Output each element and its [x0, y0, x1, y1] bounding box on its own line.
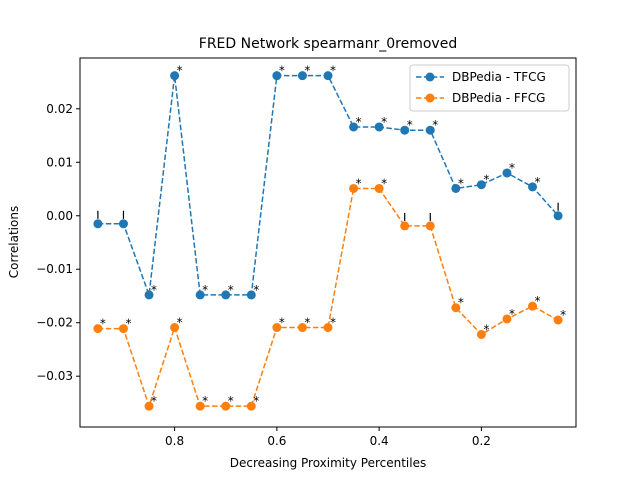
data-point — [93, 219, 103, 229]
data-point — [476, 329, 486, 339]
y-tick-label: 0.01 — [46, 155, 73, 169]
y-tick-label: −0.03 — [36, 369, 73, 383]
data-point — [451, 303, 461, 313]
significance-marker: * — [253, 283, 259, 297]
data-point — [553, 211, 563, 221]
legend-marker — [425, 93, 435, 103]
series-2: * * * * * * * * * * * * * * * * * — [93, 176, 566, 411]
data-point — [170, 323, 180, 333]
data-point — [93, 324, 103, 334]
data-point — [195, 401, 205, 411]
series-1: * * * * * * * * * * * * * * * * — [93, 64, 563, 300]
y-tick-label: −0.02 — [36, 316, 73, 330]
data-point — [144, 290, 154, 300]
y-axis-label: Correlations — [7, 206, 21, 278]
x-tick-label: 0.4 — [370, 434, 389, 448]
plot-frame — [79, 57, 577, 428]
legend: DBPedia - TFCG DBPedia - FFCG — [409, 64, 570, 112]
significance-marker: * — [458, 176, 464, 190]
significance-marker: * — [202, 394, 208, 408]
legend-marker — [425, 72, 435, 82]
legend-box — [409, 64, 570, 112]
data-point — [272, 71, 282, 81]
data-point — [297, 71, 307, 81]
data-point — [553, 315, 563, 325]
significance-marker: * — [228, 283, 234, 297]
significance-marker: * — [381, 176, 387, 190]
data-point — [221, 401, 231, 411]
legend-label: DBPedia - FFCG — [452, 91, 545, 105]
significance-marker: * — [535, 175, 541, 189]
x-tick-label: 0.6 — [267, 434, 286, 448]
data-point — [451, 183, 461, 193]
significance-marker: * — [125, 317, 131, 331]
significance-marker: * — [304, 316, 310, 330]
data-point — [425, 125, 435, 135]
x-tick-label: 0.2 — [472, 434, 491, 448]
data-point — [272, 323, 282, 333]
significance-marker: * — [381, 115, 387, 129]
data-point — [144, 401, 154, 411]
data-point — [297, 323, 307, 333]
significance-marker: * — [560, 308, 566, 322]
significance-marker: * — [151, 394, 157, 408]
data-point — [528, 182, 538, 192]
data-point — [400, 221, 410, 231]
significance-marker: * — [509, 307, 515, 321]
data-point — [425, 221, 435, 231]
data-point — [528, 301, 538, 311]
y-tick-label: 0.02 — [46, 102, 73, 116]
y-tick-label: 0.00 — [46, 209, 73, 223]
significance-marker: * — [202, 283, 208, 297]
chart-title: FRED Network spearmanr_0removed — [199, 36, 457, 52]
data-point — [246, 290, 256, 300]
y-tick-label: −0.01 — [36, 262, 73, 276]
axis-layer: 0.8 0.6 0.4 0.2 −0.03 −0.02 −0.01 0.00 0.01 0.02 — [36, 102, 491, 448]
significance-marker: * — [330, 316, 336, 330]
significance-marker: * — [100, 317, 106, 331]
significance-marker: * — [483, 173, 489, 187]
data-point — [323, 71, 333, 81]
data-point — [195, 290, 205, 300]
significance-marker: * — [279, 316, 285, 330]
legend-label: DBPedia - TFCG — [452, 70, 546, 84]
significance-marker: * — [458, 296, 464, 310]
significance-marker: * — [535, 294, 541, 308]
significance-marker: * — [509, 161, 515, 175]
data-point — [323, 323, 333, 333]
data-point — [118, 324, 128, 334]
significance-marker: * — [177, 316, 183, 330]
data-point — [374, 122, 384, 132]
data-point — [170, 71, 180, 81]
significance-marker: * — [304, 64, 310, 78]
x-axis-label: Decreasing Proximity Percentiles — [230, 456, 426, 470]
significance-marker: * — [483, 322, 489, 336]
significance-marker: * — [330, 64, 336, 78]
significance-marker: * — [253, 394, 259, 408]
significance-marker: * — [407, 118, 413, 132]
data-point — [502, 168, 512, 178]
data-point — [374, 183, 384, 193]
x-tick-label: 0.8 — [165, 434, 184, 448]
significance-marker: * — [356, 115, 362, 129]
significance-marker: * — [177, 64, 183, 78]
data-point — [221, 290, 231, 300]
data-point — [400, 125, 410, 135]
data-point — [502, 314, 512, 324]
significance-marker: * — [356, 176, 362, 190]
data-point — [349, 183, 359, 193]
significance-marker: * — [432, 118, 438, 132]
data-point — [476, 180, 486, 190]
data-point — [118, 219, 128, 229]
significance-marker: * — [151, 283, 157, 297]
data-point — [349, 122, 359, 132]
series-layer: * * * * * * * * * * * * * * * * * * * * * * * * * * * * * * * * * — [93, 64, 566, 411]
data-point — [246, 401, 256, 411]
significance-marker: * — [228, 394, 234, 408]
significance-marker: * — [279, 64, 285, 78]
